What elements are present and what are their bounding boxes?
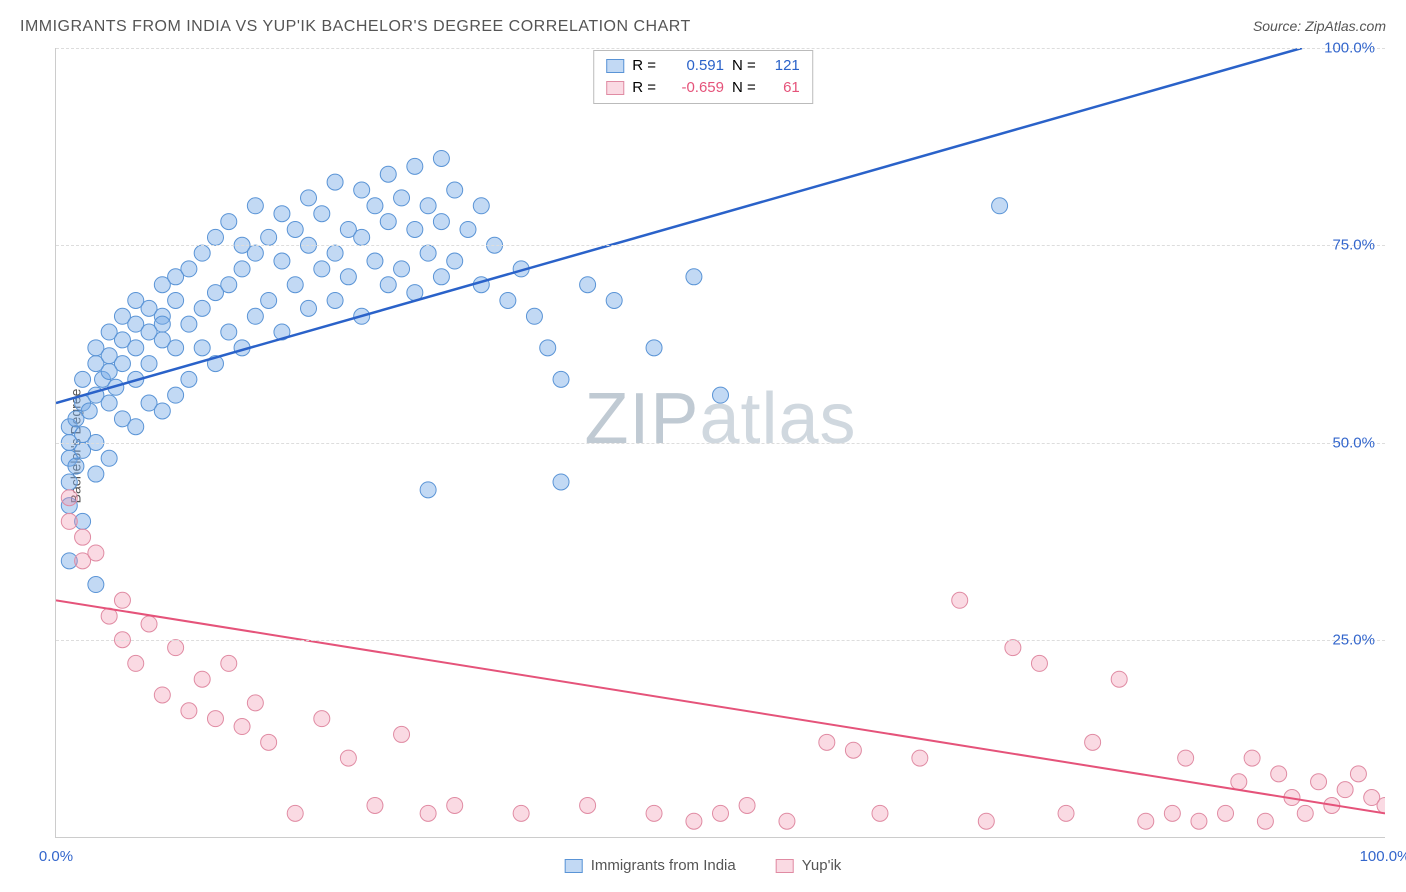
y-tick-label: 100.0% (1324, 40, 1375, 57)
n-label: N = (732, 55, 756, 77)
correlation-legend: R = 0.591 N = 121 R = -0.659 N = 61 (593, 50, 813, 104)
swatch-series2 (776, 859, 794, 873)
y-tick-label: 50.0% (1332, 434, 1375, 451)
r-label: R = (632, 55, 656, 77)
n-label: N = (732, 77, 756, 99)
legend-row-series1: R = 0.591 N = 121 (606, 55, 800, 77)
x-tick-label: 0.0% (39, 848, 73, 865)
legend-item-series1: Immigrants from India (565, 857, 736, 874)
series2-name: Yup'ik (802, 857, 842, 874)
series1-name: Immigrants from India (591, 857, 736, 874)
source-attribution: Source: ZipAtlas.com (1253, 18, 1386, 34)
swatch-series1 (565, 859, 583, 873)
series-legend: Immigrants from India Yup'ik (565, 857, 842, 874)
legend-item-series2: Yup'ik (776, 857, 842, 874)
n-value-series1: 121 (764, 55, 800, 77)
swatch-series1 (606, 59, 624, 73)
r-value-series1: 0.591 (664, 55, 724, 77)
y-tick-label: 75.0% (1332, 237, 1375, 254)
swatch-series2 (606, 81, 624, 95)
y-tick-label: 25.0% (1332, 631, 1375, 648)
legend-row-series2: R = -0.659 N = 61 (606, 77, 800, 99)
plot-area: ZIPatlas 25.0%50.0%75.0%100.0%0.0%100.0% (55, 48, 1385, 838)
n-value-series2: 61 (764, 77, 800, 99)
r-value-series2: -0.659 (664, 77, 724, 99)
chart-title: IMMIGRANTS FROM INDIA VS YUP'IK BACHELOR… (20, 18, 691, 36)
x-tick-label: 100.0% (1360, 848, 1406, 865)
r-label: R = (632, 77, 656, 99)
